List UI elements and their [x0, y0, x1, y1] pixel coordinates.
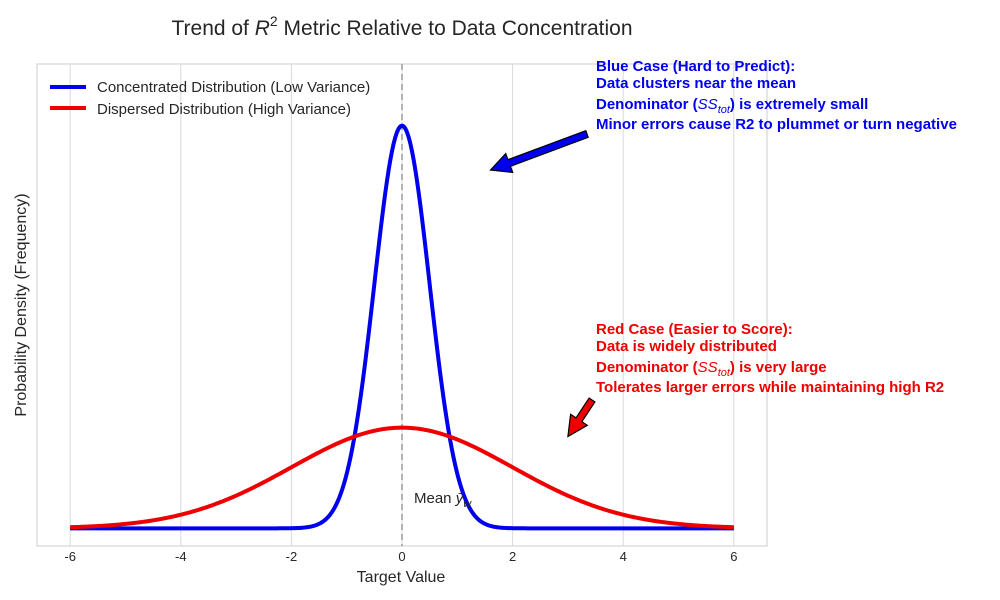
x-tick-label: 0: [398, 549, 405, 564]
chart-title: Trend of R2 Metric Relative to Data Conc…: [171, 13, 632, 40]
legend-label-dispersed: Dispersed Distribution (High Variance): [97, 101, 351, 118]
mean-label: Mean ȳw: [414, 490, 472, 510]
series-line-concentrated: [69, 123, 735, 531]
annotation-blue-case: Blue Case (Hard to Predict): Data cluste…: [489, 58, 957, 174]
annotation-red-case: Red Case (Easier to Score): Data is wide…: [567, 321, 944, 438]
x-tick-label: -6: [64, 549, 76, 564]
annotation-blue-line-2: Data clusters near the mean: [596, 75, 796, 92]
plot-area: Mean ȳw: [36, 63, 768, 547]
y-axis-label: Probability Density (Frequency): [13, 193, 30, 416]
x-tick-label: 4: [620, 549, 627, 564]
legend: Concentrated Distribution (Low Variance)…: [50, 79, 370, 118]
annotation-red-line-1: Red Case (Easier to Score):: [596, 321, 793, 338]
annotation-blue-line-4: Minor errors cause R2 to plummet or turn…: [596, 116, 957, 133]
x-axis-label: Target Value: [357, 569, 446, 586]
annotation-red-line-3: Denominator (SStot) is very large: [596, 359, 827, 379]
annotation-red-line-4: Tolerates larger errors while maintainin…: [596, 379, 944, 396]
x-tick-label: 6: [730, 549, 737, 564]
annotation-blue-arrow: [489, 129, 589, 174]
annotation-red-arrow: [567, 397, 596, 438]
annotation-red-line-2: Data is widely distributed: [596, 338, 777, 355]
legend-label-concentrated: Concentrated Distribution (Low Variance): [97, 79, 370, 96]
x-axis-ticks: -6 -4 -2 0 2 4 6: [64, 549, 737, 564]
x-tick-label: -4: [175, 549, 187, 564]
annotation-blue-line-1: Blue Case (Hard to Predict):: [596, 58, 795, 75]
series-line-dispersed: [69, 425, 735, 530]
series-group: [69, 123, 735, 531]
x-tick-label: 2: [509, 549, 516, 564]
annotation-blue-line-3: Denominator (SStot) is extremely small: [596, 96, 868, 116]
x-tick-label: -2: [286, 549, 298, 564]
